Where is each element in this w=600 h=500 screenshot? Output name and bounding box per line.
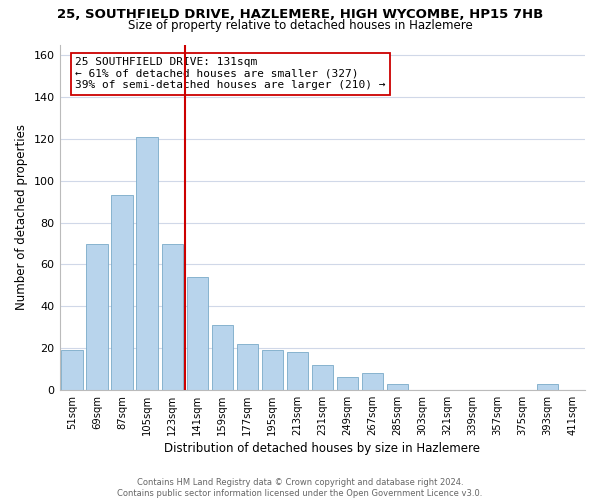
Bar: [187, 277, 208, 390]
Text: 25, SOUTHFIELD DRIVE, HAZLEMERE, HIGH WYCOMBE, HP15 7HB: 25, SOUTHFIELD DRIVE, HAZLEMERE, HIGH WY…: [57, 8, 543, 20]
Bar: [86, 244, 108, 390]
Bar: [61, 350, 83, 390]
Y-axis label: Number of detached properties: Number of detached properties: [15, 124, 28, 310]
Bar: [311, 364, 333, 390]
Bar: [387, 384, 408, 390]
Bar: [287, 352, 308, 390]
Text: Contains HM Land Registry data © Crown copyright and database right 2024.
Contai: Contains HM Land Registry data © Crown c…: [118, 478, 482, 498]
Bar: [136, 137, 158, 390]
Text: 25 SOUTHFIELD DRIVE: 131sqm
← 61% of detached houses are smaller (327)
39% of se: 25 SOUTHFIELD DRIVE: 131sqm ← 61% of det…: [76, 57, 386, 90]
Bar: [161, 244, 183, 390]
Bar: [112, 196, 133, 390]
Bar: [236, 344, 258, 390]
X-axis label: Distribution of detached houses by size in Hazlemere: Distribution of detached houses by size …: [164, 442, 480, 455]
Bar: [362, 373, 383, 390]
Bar: [337, 378, 358, 390]
Bar: [262, 350, 283, 390]
Bar: [537, 384, 558, 390]
Text: Size of property relative to detached houses in Hazlemere: Size of property relative to detached ho…: [128, 19, 472, 32]
Bar: [212, 325, 233, 390]
